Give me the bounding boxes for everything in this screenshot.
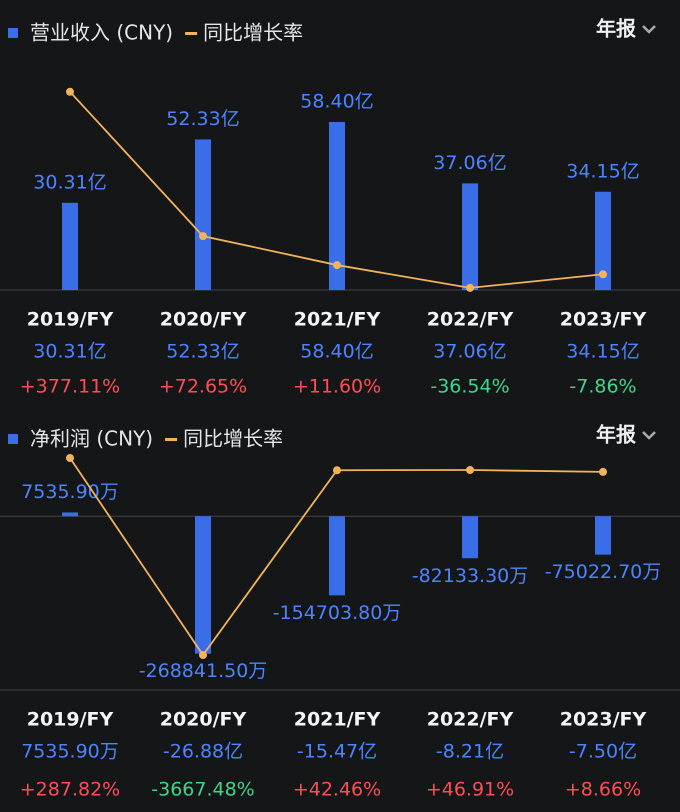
growth-point bbox=[333, 261, 341, 270]
bar bbox=[62, 512, 78, 517]
summary-value: -7.50亿 bbox=[569, 741, 637, 763]
chevron bbox=[642, 431, 656, 440]
category-label: 2023/FY bbox=[560, 309, 647, 331]
growth-point bbox=[466, 465, 474, 474]
growth-value: -3667.48% bbox=[151, 779, 254, 801]
category-label: 2023/FY bbox=[560, 709, 647, 731]
growth-value: +8.66% bbox=[565, 779, 641, 801]
legend-swatch bbox=[185, 32, 198, 35]
period-selector[interactable]: 年报 bbox=[596, 17, 636, 41]
bar-value-label: 30.31亿 bbox=[33, 171, 106, 193]
growth-point bbox=[599, 270, 607, 279]
growth-value: +11.60% bbox=[293, 376, 381, 398]
category-label: 2021/FY bbox=[294, 309, 381, 331]
category-label: 2019/FY bbox=[27, 709, 114, 731]
bar bbox=[329, 516, 345, 596]
summary-value: 37.06亿 bbox=[433, 341, 506, 363]
legend-swatch bbox=[8, 434, 18, 444]
bar bbox=[462, 183, 478, 290]
bar-value-label: -82133.30万 bbox=[412, 565, 529, 587]
summary-value: 7535.90万 bbox=[21, 741, 119, 763]
legend-swatch bbox=[165, 438, 178, 441]
growth-value: +42.46% bbox=[293, 779, 381, 801]
bar-value-label: 34.15亿 bbox=[566, 160, 639, 182]
growth-point bbox=[599, 467, 607, 476]
category-label: 2020/FY bbox=[160, 309, 247, 331]
category-label: 2022/FY bbox=[427, 709, 514, 731]
summary-value: 34.15亿 bbox=[566, 341, 639, 363]
category-label: 2019/FY bbox=[27, 309, 114, 331]
legend-swatch bbox=[8, 28, 18, 38]
category-label: 2021/FY bbox=[294, 709, 381, 731]
legend-label: 同比增长率 bbox=[203, 21, 303, 45]
bar-value-label: 52.33亿 bbox=[166, 108, 239, 130]
bar bbox=[62, 202, 78, 290]
growth-value: -7.86% bbox=[569, 376, 636, 398]
summary-value: -26.88亿 bbox=[163, 741, 243, 763]
summary-value: 52.33亿 bbox=[166, 341, 239, 363]
growth-value: -36.54% bbox=[430, 376, 509, 398]
summary-value: -15.47亿 bbox=[297, 741, 377, 763]
bar-value-label: -75022.70万 bbox=[545, 561, 662, 583]
growth-value: +287.82% bbox=[20, 779, 120, 801]
chevron bbox=[642, 25, 656, 34]
legend-label: 营业收入 (CNY) bbox=[30, 21, 173, 45]
growth-value: +377.11% bbox=[20, 376, 120, 398]
bar-value-label: 7535.90万 bbox=[21, 481, 119, 503]
summary-value: 58.40亿 bbox=[300, 341, 373, 363]
bar bbox=[462, 516, 478, 559]
bar bbox=[595, 516, 611, 555]
period-selector[interactable]: 年报 bbox=[596, 423, 636, 447]
growth-point bbox=[466, 283, 474, 292]
growth-point bbox=[66, 87, 74, 96]
summary-value: -8.21亿 bbox=[436, 741, 504, 763]
bar-value-label: 37.06亿 bbox=[433, 152, 506, 174]
growth-point bbox=[199, 232, 207, 241]
bar-value-label: 58.40亿 bbox=[300, 91, 373, 113]
growth-point bbox=[333, 466, 341, 475]
bar-value-label: -154703.80万 bbox=[273, 602, 402, 624]
bar bbox=[195, 139, 211, 290]
legend-label: 同比增长率 bbox=[183, 427, 283, 451]
bar bbox=[195, 516, 211, 654]
category-label: 2022/FY bbox=[427, 309, 514, 331]
category-label: 2020/FY bbox=[160, 709, 247, 731]
growth-point bbox=[66, 453, 74, 462]
summary-value: 30.31亿 bbox=[33, 341, 106, 363]
bar bbox=[329, 122, 345, 290]
growth-point bbox=[199, 651, 207, 660]
bar bbox=[595, 191, 611, 290]
legend-label: 净利润 (CNY) bbox=[30, 427, 153, 451]
bar-value-label: -268841.50万 bbox=[139, 660, 268, 682]
growth-value: +46.91% bbox=[426, 779, 514, 801]
growth-value: +72.65% bbox=[159, 376, 247, 398]
